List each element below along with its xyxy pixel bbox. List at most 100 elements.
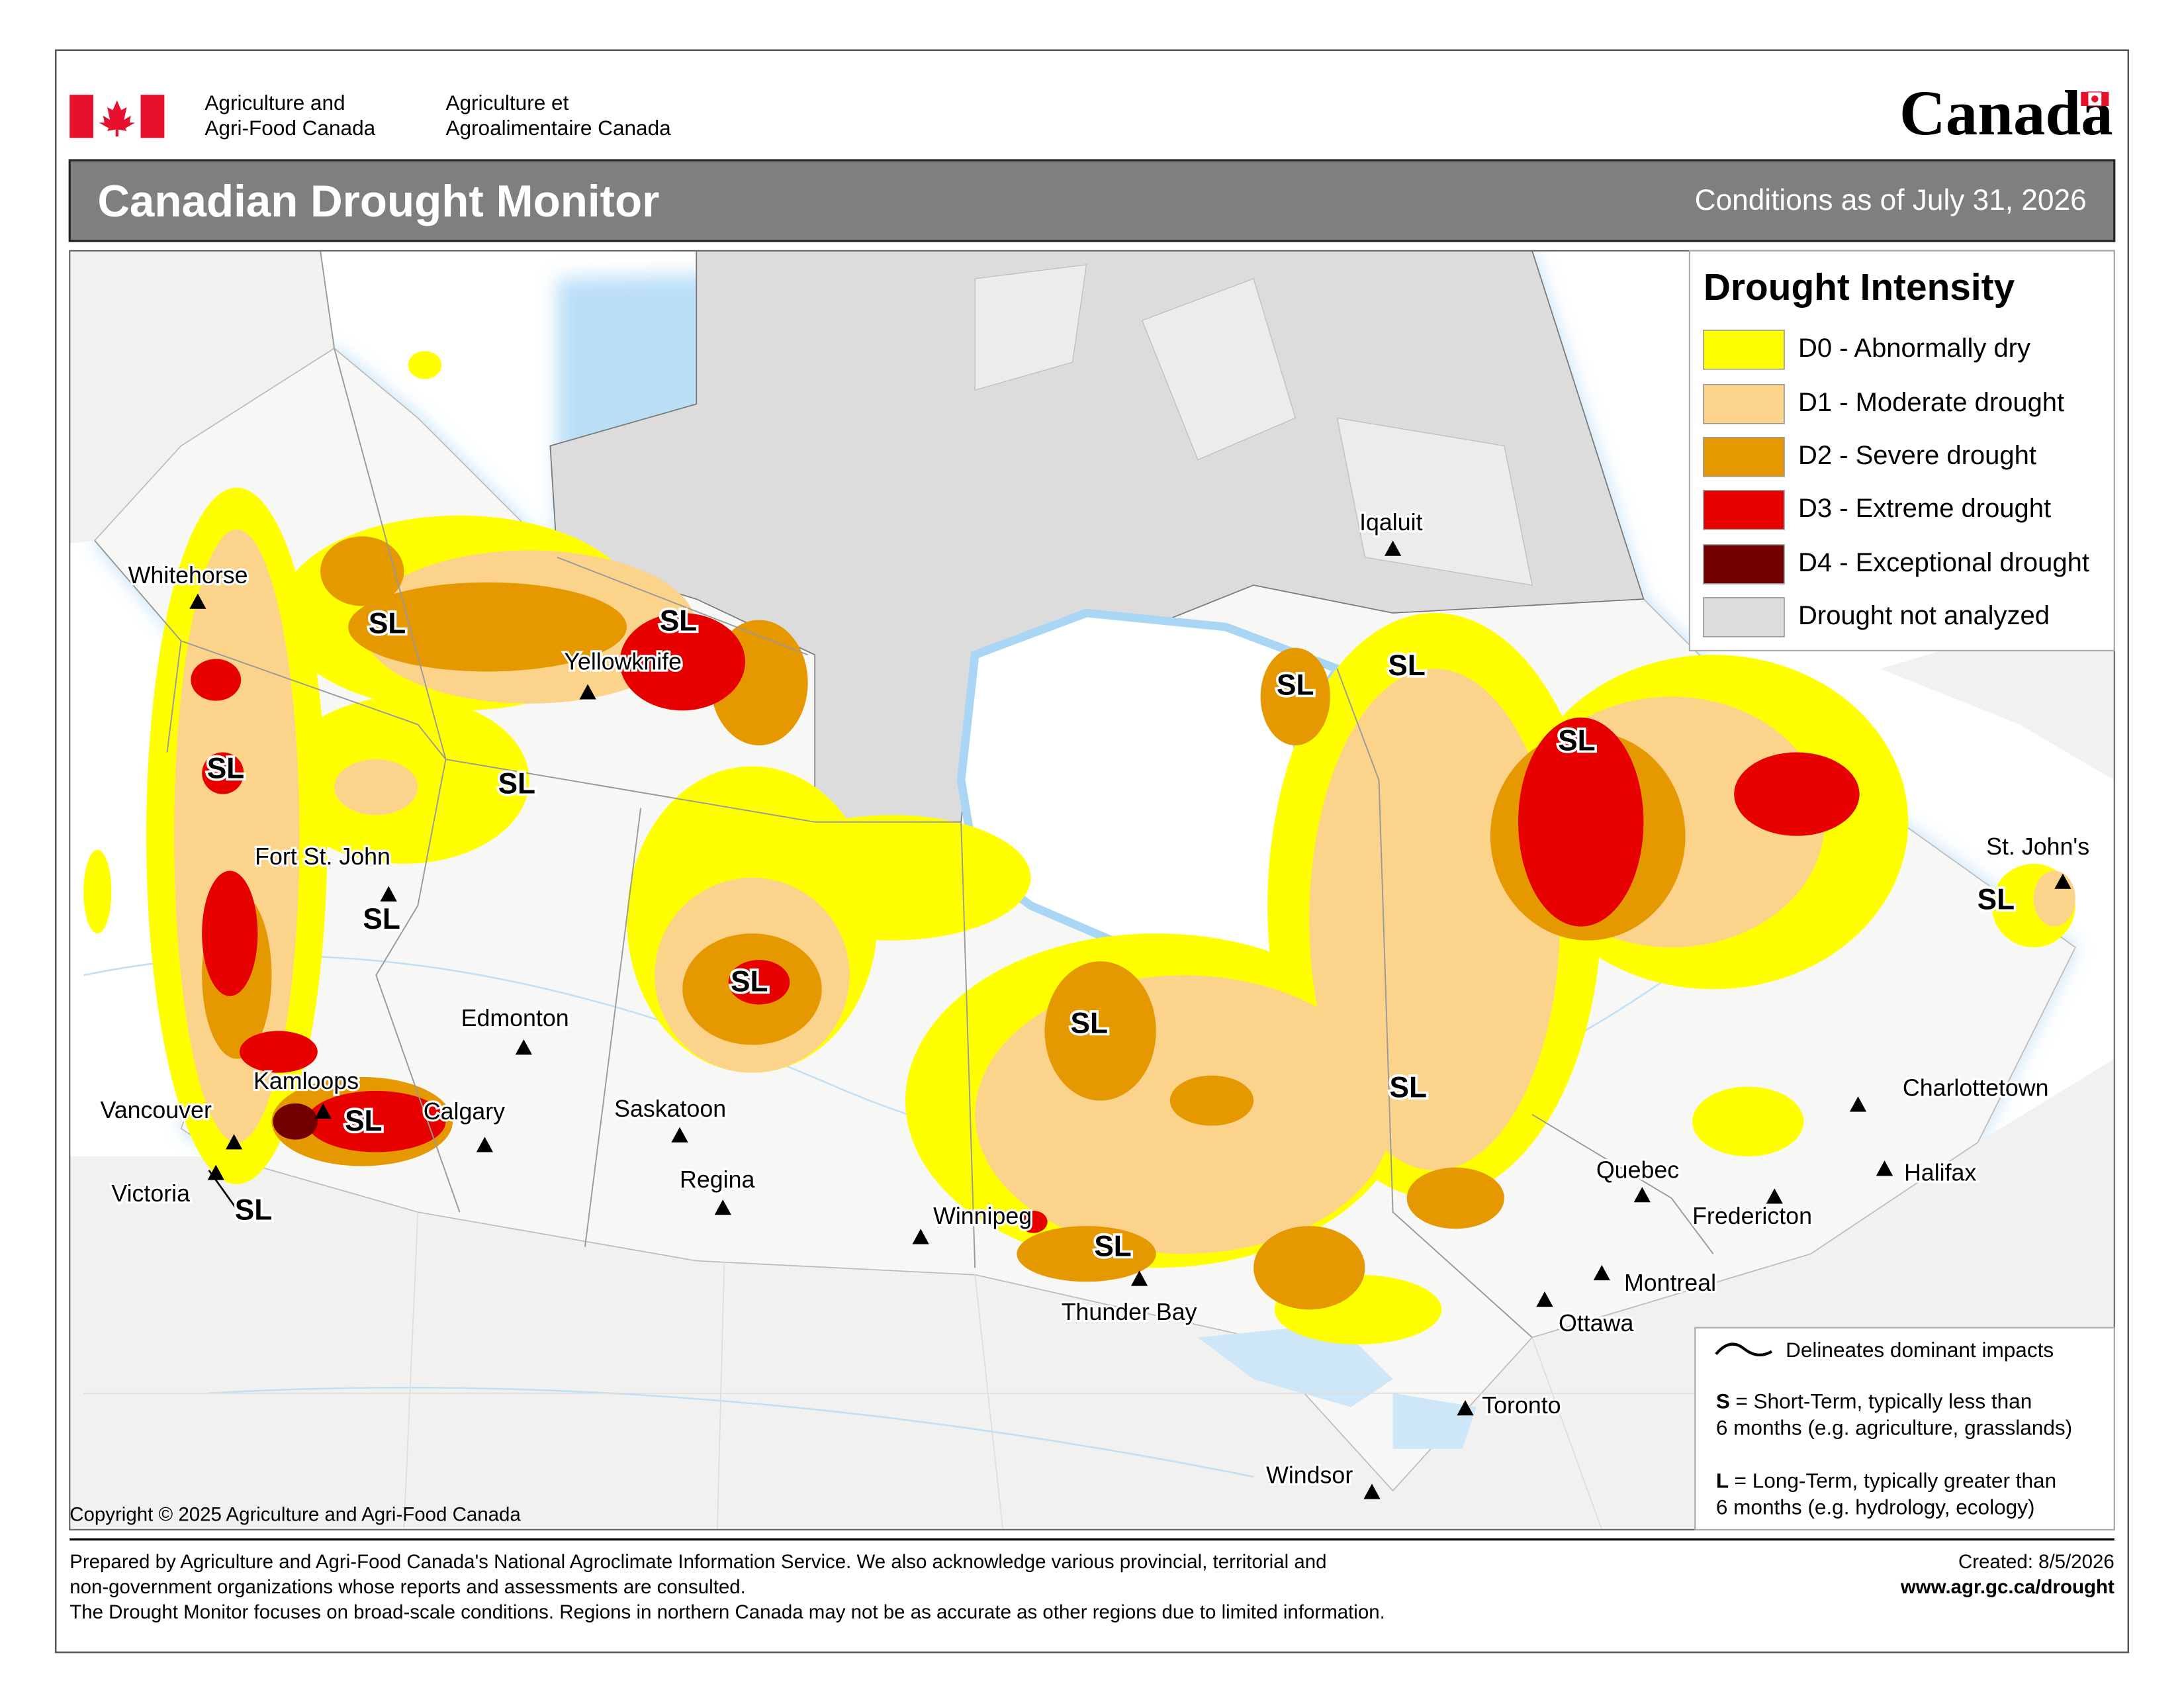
map-frame bbox=[69, 250, 2115, 1530]
legend-swatch bbox=[1703, 384, 1785, 424]
city-layer: Whitehorse Yellowknife Fort St. John Edmont… bbox=[98, 507, 2091, 1499]
impact-label: SL bbox=[498, 768, 535, 800]
impacts-box bbox=[1694, 1327, 2115, 1530]
city-marker bbox=[714, 1199, 731, 1215]
city-marker bbox=[1384, 540, 1402, 556]
city-marker bbox=[1876, 1160, 1893, 1176]
department-en: Agriculture and bbox=[205, 91, 345, 115]
city-marker bbox=[1766, 1188, 1783, 1204]
text: = Long-Term, typically greater than bbox=[1735, 1469, 2057, 1493]
legend-swatch bbox=[1703, 437, 1785, 477]
city-label: Calgary bbox=[424, 1098, 505, 1125]
city-marker bbox=[1593, 1265, 1610, 1281]
footer-line: Prepared by Agriculture and Agri-Food Ca… bbox=[69, 1551, 1326, 1573]
copyright: Copyright © 2025 Agriculture and Agri-Fo… bbox=[69, 1504, 521, 1526]
impacts-long-2: 6 months (e.g. hydrology, ecology) bbox=[1716, 1495, 2035, 1519]
wordmark: Canada bbox=[1899, 77, 2113, 148]
city-label: Regina bbox=[680, 1166, 754, 1193]
city-label: Fredericton bbox=[1692, 1203, 1812, 1229]
legend-swatch bbox=[1703, 490, 1785, 530]
impact-label: SL bbox=[1388, 649, 1425, 682]
text: = Short-Term, typically less than bbox=[1735, 1389, 2032, 1413]
legend-label: Drought not analyzed bbox=[1798, 601, 2050, 630]
city-marker bbox=[189, 593, 206, 609]
city-marker bbox=[1457, 1400, 1474, 1416]
city-label: Iqaluit bbox=[1359, 509, 1423, 536]
title: Canadian Drought Monitor bbox=[97, 177, 659, 226]
city-marker bbox=[1363, 1483, 1381, 1499]
department-fr: Agriculture et bbox=[445, 91, 569, 115]
city-marker bbox=[1633, 1187, 1651, 1203]
city-label: Windsor bbox=[1266, 1462, 1353, 1488]
impact-label: SL bbox=[1277, 669, 1314, 701]
city-label: Fort St. John bbox=[255, 843, 390, 870]
impact-label: SL bbox=[1558, 724, 1595, 757]
city-label: Thunder Bay bbox=[1062, 1299, 1197, 1325]
impact-label: SL bbox=[731, 966, 768, 998]
impacts-line: Delineates dominant impacts bbox=[1786, 1338, 2054, 1362]
city-marker bbox=[2054, 873, 2071, 889]
city-label: Montreal bbox=[1624, 1270, 1716, 1296]
city-label: Winnipeg bbox=[933, 1203, 1032, 1229]
url: www.agr.gc.ca/drought bbox=[1900, 1576, 2115, 1598]
legend-swatch bbox=[1703, 329, 1785, 370]
department-fr: Agroalimentaire Canada bbox=[445, 116, 671, 140]
impact-label: SL bbox=[235, 1194, 272, 1227]
impact-label: SL bbox=[363, 903, 400, 935]
city-marker bbox=[225, 1134, 243, 1150]
impact-label: SL bbox=[1071, 1008, 1108, 1040]
title-bar bbox=[68, 159, 2116, 242]
city-label: Toronto bbox=[1482, 1392, 1561, 1419]
impacts-short: S = Short-Term, typically less than bbox=[1716, 1389, 2032, 1413]
impact-line-icon bbox=[1715, 1342, 1773, 1356]
city-marker bbox=[314, 1103, 332, 1119]
legend-title: Drought Intensity bbox=[1704, 267, 2015, 308]
city-label: Quebec bbox=[1596, 1156, 1679, 1183]
flag bbox=[69, 95, 165, 138]
impact-label: SL bbox=[1390, 1072, 1427, 1104]
impact-label: SL bbox=[660, 604, 697, 637]
city-marker bbox=[1536, 1291, 1553, 1307]
city-label: Edmonton bbox=[461, 1005, 569, 1031]
city-label: Halifax bbox=[1904, 1160, 1976, 1186]
footer-line: The Drought Monitor focuses on broad-sca… bbox=[69, 1601, 1385, 1623]
legend-label: D4 - Exceptional drought bbox=[1798, 548, 2089, 577]
city-marker bbox=[1130, 1270, 1148, 1286]
city-marker bbox=[579, 684, 596, 700]
city-label: Yellowknife bbox=[564, 648, 682, 675]
footer-line: non-government organizations whose repor… bbox=[69, 1576, 746, 1598]
department-en: Agri-Food Canada bbox=[205, 116, 375, 140]
city-marker bbox=[515, 1039, 532, 1055]
legend-label: D2 - Severe drought bbox=[1798, 441, 2036, 470]
legend-label: D0 - Abnormally dry bbox=[1798, 334, 2030, 363]
city-marker bbox=[912, 1229, 929, 1244]
city-label: Ottawa bbox=[1559, 1310, 1633, 1336]
date: Conditions as of July 31, 2026 bbox=[1695, 184, 2087, 216]
city-marker bbox=[671, 1127, 688, 1143]
created: Created: 8/5/2026 bbox=[1958, 1551, 2115, 1573]
impact-label: SL bbox=[1094, 1230, 1131, 1262]
impacts-long: L = Long-Term, typically greater than bbox=[1716, 1469, 2056, 1493]
impacts-short-2: 6 months (e.g. agriculture, grasslands) bbox=[1716, 1416, 2072, 1440]
impact-label: SL bbox=[369, 608, 406, 640]
city-label: Vancouver bbox=[101, 1097, 212, 1123]
city-label: Kamloops bbox=[253, 1068, 359, 1094]
impact-layer: SL SL SL SL SL SL SL SL SL SL SL SL SL SL SL bbox=[205, 602, 2017, 1265]
impact-label: SL bbox=[207, 753, 244, 785]
page-border bbox=[54, 49, 2130, 1654]
impact-label: SL bbox=[1978, 883, 2015, 915]
city-marker bbox=[476, 1137, 494, 1152]
city-marker bbox=[1849, 1096, 1867, 1112]
impact-label: SL bbox=[345, 1105, 382, 1137]
city-label: Whitehorse bbox=[128, 562, 248, 588]
city-label: Saskatoon bbox=[614, 1096, 726, 1122]
legend-swatch bbox=[1703, 544, 1785, 585]
legend-label: D3 - Extreme drought bbox=[1798, 494, 2051, 523]
key: L bbox=[1716, 1469, 1729, 1493]
city-label: Charlottetown bbox=[1903, 1074, 2049, 1101]
city-label: Victoria bbox=[111, 1180, 190, 1207]
key: S bbox=[1716, 1389, 1730, 1413]
city-label: St. John's bbox=[1986, 833, 2089, 860]
